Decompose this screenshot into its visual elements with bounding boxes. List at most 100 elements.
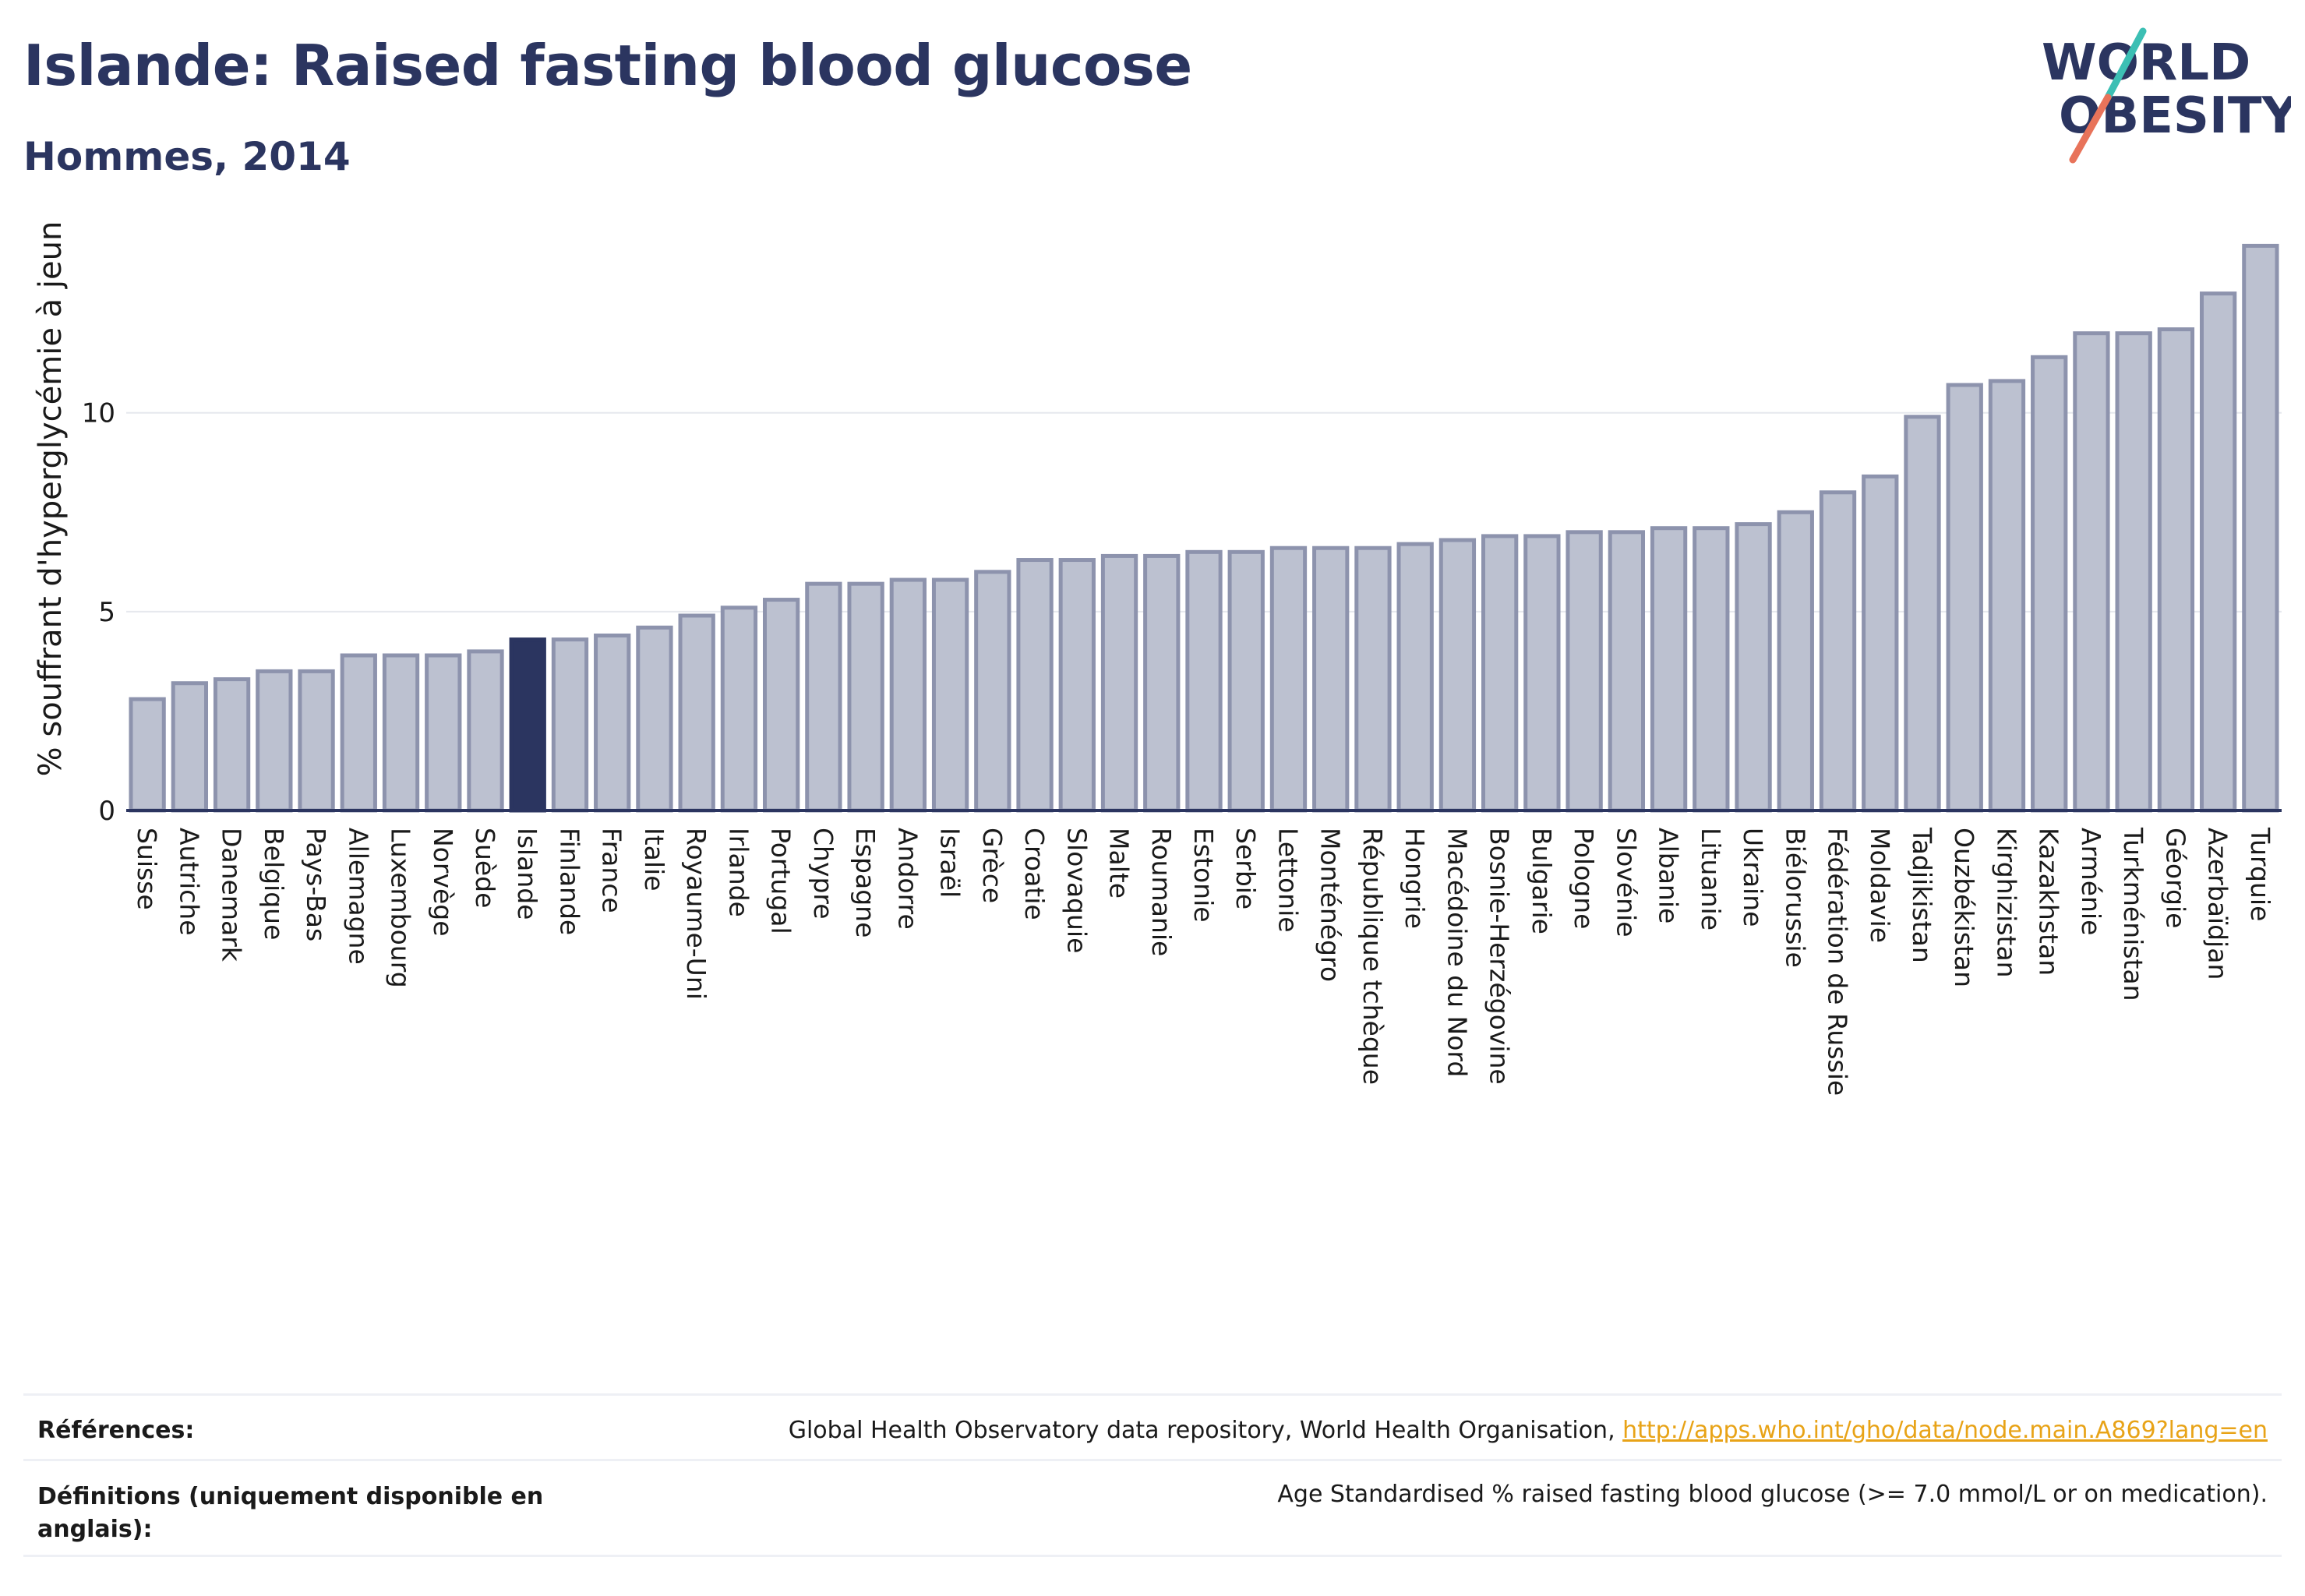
x-tick-label: Danemark (217, 828, 247, 962)
bar-mac-doine-du-nord[interactable] (1438, 538, 1477, 813)
bars-layer (129, 243, 2279, 813)
x-tick-label: Hongrie (1400, 828, 1430, 929)
axis-layer: 0 5 10 (82, 398, 2282, 827)
references-source: Global Health Observatory data repositor… (788, 1417, 1623, 1444)
x-tick-label: Albanie (1654, 828, 1684, 923)
bar-allemagne[interactable] (340, 653, 377, 813)
bar-isra-l[interactable] (931, 577, 969, 813)
bar-albanie[interactable] (1650, 526, 1688, 813)
x-tick-label: Lituanie (1696, 828, 1726, 930)
x-tick-label: Malte (1104, 828, 1135, 899)
x-tick-label: Fédération de Russie (1823, 828, 1853, 1096)
x-tick-label: Islande (512, 828, 542, 920)
bar-italie[interactable] (636, 625, 673, 813)
bar-moldavie[interactable] (1862, 474, 1899, 813)
bar-bosnie-herz-govine[interactable] (1481, 534, 1519, 813)
x-tick-label: Royaume-Uni (681, 828, 711, 1000)
bar-malte[interactable] (1100, 553, 1138, 813)
bar-gr-ce[interactable] (974, 570, 1011, 813)
bar-suisse[interactable] (129, 697, 166, 813)
x-tick-label: Ukraine (1738, 828, 1768, 927)
bar-su-de[interactable] (467, 649, 504, 813)
bar-pays-bas[interactable] (298, 669, 335, 813)
bar-turquie[interactable] (2242, 243, 2279, 813)
bar-norv-ge[interactable] (425, 653, 462, 813)
references-text: Global Health Observatory data repositor… (789, 1417, 2268, 1444)
x-tick-label: Israël (935, 828, 965, 898)
x-tick-label: Géorgie (2160, 828, 2190, 928)
bar-espagne[interactable] (847, 581, 884, 813)
bar-finlande[interactable] (551, 637, 589, 813)
bar-bi-lorussie[interactable] (1777, 510, 1814, 813)
x-tick-label: Allemagne (343, 828, 373, 965)
bar-croatie[interactable] (1016, 558, 1054, 813)
bar-luxembourg[interactable] (382, 653, 420, 813)
x-tick-label: Moldavie (1865, 828, 1895, 943)
bar-kirghizistan[interactable] (1988, 379, 2026, 813)
bar-lituanie[interactable] (1693, 526, 1730, 813)
x-tick-label: Luxembourg (386, 828, 416, 988)
bar-irlande[interactable] (720, 606, 758, 813)
x-tick-label: Irlande (723, 828, 754, 917)
bar-bulgarie[interactable] (1523, 534, 1561, 813)
footer-divider-mid (23, 1459, 2282, 1461)
x-tick-label: Slovénie (1611, 828, 1641, 937)
x-tick-label: Espagne (850, 828, 881, 937)
bar-r-publique-tch-que[interactable] (1354, 546, 1392, 813)
bar-andorre[interactable] (889, 577, 927, 813)
bar-serbie[interactable] (1227, 549, 1265, 813)
bar-islande[interactable] (509, 637, 546, 813)
x-tick-label: Suède (470, 828, 500, 908)
x-tick-label: Autriche (174, 828, 204, 936)
x-tick-label: Slovaquie (1061, 828, 1092, 953)
bar-roumanie[interactable] (1143, 553, 1181, 813)
bar-chypre[interactable] (805, 581, 842, 813)
x-tick-label: Roumanie (1146, 828, 1177, 956)
bar-autriche[interactable] (171, 681, 209, 813)
bar-azerba-djan[interactable] (2199, 291, 2237, 813)
bar-royaume-uni[interactable] (678, 613, 715, 813)
x-tick-label: Arménie (2076, 828, 2106, 935)
bar-hongrie[interactable] (1396, 542, 1434, 813)
bar-arm-nie[interactable] (2073, 331, 2110, 813)
bar-ukraine[interactable] (1735, 522, 1772, 813)
bar-mont-n-gro[interactable] (1312, 546, 1350, 813)
bar-ouzb-kistan[interactable] (1946, 383, 1983, 813)
x-tick-label: Finlande (554, 828, 584, 935)
bar-estonie[interactable] (1185, 549, 1223, 813)
x-tick-label: Macédoine du Nord (1442, 828, 1472, 1077)
x-tick-label: Croatie (1019, 828, 1050, 920)
bar-lettonie[interactable] (1269, 546, 1308, 813)
x-tick-label: Portugal (766, 828, 796, 934)
bar-tadjikistan[interactable] (1904, 415, 1941, 813)
y-tick-label: 5 (98, 597, 115, 628)
y-tick-label: 0 (98, 796, 115, 827)
bar-f-d-ration-de-russie[interactable] (1819, 490, 1857, 813)
chart-subtitle: Hommes, 2014 (23, 134, 351, 179)
x-tick-label: Azerbaïdjan (2203, 828, 2233, 980)
x-tick-label: Lettonie (1273, 828, 1303, 933)
bar-portugal[interactable] (762, 598, 800, 813)
bar-kazakhstan[interactable] (2031, 355, 2068, 813)
x-tick-label: Pays-Bas (301, 828, 331, 941)
x-tick-label: Pologne (1569, 828, 1599, 929)
x-tick-label: Turquie (2245, 827, 2275, 921)
bar-slov-nie[interactable] (1608, 530, 1646, 813)
x-tick-label: Estonie (1188, 828, 1219, 923)
x-tick-label: Serbie (1230, 828, 1261, 909)
bar-france[interactable] (594, 633, 631, 813)
x-tick-label: Belgique (259, 828, 289, 940)
logo-line1: WORLD (2042, 34, 2250, 92)
bar-turkm-nistan[interactable] (2115, 331, 2152, 813)
bar-slovaquie[interactable] (1058, 558, 1096, 813)
bar-chart: 0 5 10 Suisse Autriche Danemark Belgique Pays-… (33, 221, 2282, 1096)
bar-pologne[interactable] (1565, 530, 1603, 813)
bar-belgique[interactable] (256, 669, 293, 813)
x-tick-label: Chypre (808, 828, 838, 920)
footer-divider-bottom (23, 1555, 2282, 1557)
x-tick-label: Bosnie-Herzégovine (1484, 828, 1515, 1085)
references-link[interactable]: http://apps.who.int/gho/data/node.main.A… (1622, 1417, 2268, 1444)
x-tick-label: Turkménistan (2118, 827, 2148, 1001)
bar-danemark[interactable] (213, 677, 251, 813)
bar-g-orgie[interactable] (2157, 327, 2195, 813)
